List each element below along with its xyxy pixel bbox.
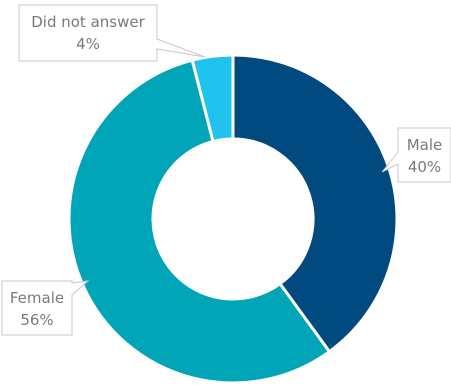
slice-did-not-answer <box>190 53 235 144</box>
callout-category-male: Male <box>407 136 443 154</box>
callout-female: Female 56% <box>1 280 90 336</box>
callout-value-male: 40% <box>408 158 441 176</box>
slice-male <box>231 53 399 354</box>
callout-did-not-answer: Did not answer 4% <box>18 4 206 62</box>
callout-category-did-not-answer: Did not answer <box>31 13 145 31</box>
callout-category-female: Female <box>10 289 64 307</box>
callout-box-female <box>1 280 90 336</box>
slices-layer <box>67 53 399 385</box>
callout-box-male <box>381 127 451 183</box>
callout-value-did-not-answer: 4% <box>76 35 100 53</box>
callouts-layer: Male 40% Female 56% Did not answer 4% <box>1 4 451 336</box>
slice-female <box>67 58 331 385</box>
callout-box-did-not-answer <box>18 4 206 62</box>
callout-value-female: 56% <box>20 311 53 329</box>
callout-male: Male 40% <box>381 127 451 183</box>
